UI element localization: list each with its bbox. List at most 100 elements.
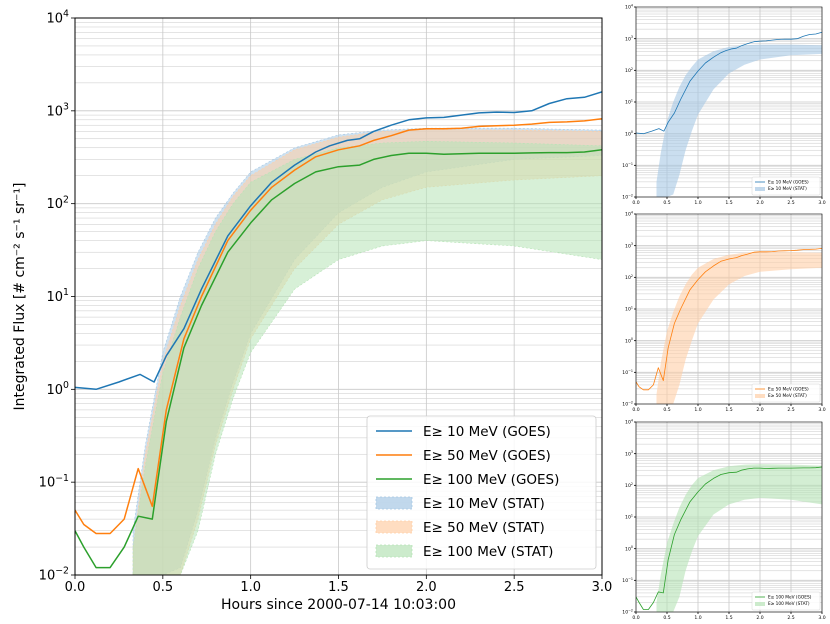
y-tick-base: 10	[625, 100, 631, 106]
x-tick-label: 3.0	[818, 200, 825, 206]
x-tick-label: 0.5	[663, 407, 670, 413]
x-tick-label: 0.5	[663, 615, 670, 621]
x-tick-label: 0.0	[632, 407, 639, 413]
y-tick-exponent: 1	[63, 287, 69, 298]
legend-swatch-stat10	[375, 496, 413, 510]
x-tick-label: 2.5	[787, 200, 794, 206]
y-tick-label: 101	[47, 287, 70, 305]
y-tick-exponent: 4	[631, 211, 633, 215]
y-tick-label: 100	[625, 337, 633, 344]
small-chart-50: 0.0 0.5 1.0 1.5 2.0 2.5 3.010−210−110010110210…	[622, 211, 825, 413]
y-tick-base: 10	[625, 307, 631, 313]
small-chart-10: 0.0 0.5 1.0 1.5 2.0 2.5 3.010−210−110010110210…	[622, 4, 825, 206]
x-tick-label: 2.5	[504, 580, 525, 595]
band-stat-10-small	[656, 44, 822, 197]
legend-box-small	[751, 591, 821, 611]
y-tick-label: 10−2	[622, 194, 633, 201]
y-tick-label: 10−1	[622, 369, 633, 376]
x-tick-label: 1.5	[725, 615, 732, 621]
y-tick-label: 103	[625, 242, 633, 249]
y-tick-label: 101	[625, 306, 633, 313]
y-tick-exponent: 3	[63, 102, 69, 113]
x-tick-label: 2.5	[787, 407, 794, 413]
line-goes-10-small	[636, 31, 822, 135]
y-tick-label: 101	[625, 514, 633, 521]
y-tick-exponent: −1	[628, 369, 633, 373]
y-tick-exponent: −2	[628, 401, 633, 405]
x-tick-label: 2.0	[756, 200, 763, 206]
y-tick-exponent: 0	[631, 337, 633, 341]
y-tick-label: 104	[625, 4, 633, 11]
y-tick-label: 100	[625, 130, 633, 137]
y-tick-label: 104	[625, 211, 633, 218]
y-tick-base: 10	[625, 451, 631, 457]
legend-label-small: E≥ 10 MeV (STAT)	[768, 186, 807, 192]
line-goes-50	[75, 118, 602, 535]
x-tick-label: 0.0	[632, 615, 639, 621]
y-tick-base: 10	[622, 402, 628, 408]
legend-label-small: E≥ 100 MeV (STAT)	[768, 601, 810, 607]
grid	[635, 422, 823, 613]
small-chart-100: 0.0 0.5 1.0 1.5 2.0 2.5 3.010−210−110010110210…	[622, 419, 825, 621]
y-tick-label: 102	[47, 194, 70, 212]
x-tick-label: 0.0	[65, 580, 86, 595]
legend-label: E≥ 10 MeV (STAT)	[423, 496, 545, 512]
y-tick-label: 103	[625, 35, 633, 42]
x-tick-label: 3.0	[818, 407, 825, 413]
y-tick-exponent: 2	[631, 482, 633, 486]
legend-box	[366, 415, 597, 570]
x-tick-label: 1.0	[694, 615, 701, 621]
x-tick-label: 1.5	[725, 407, 732, 413]
y-tick-base: 10	[625, 420, 631, 426]
y-tick-label: 102	[625, 274, 633, 281]
x-tick-label: 1.5	[328, 580, 349, 595]
y-tick-exponent: 3	[631, 242, 633, 246]
y-tick-base: 10	[47, 383, 64, 398]
line-goes-100	[75, 149, 602, 569]
y-tick-exponent: 2	[631, 67, 633, 71]
y-tick-label: 100	[625, 545, 633, 552]
x-tick-label: 3.0	[818, 615, 825, 621]
y-tick-exponent: −1	[628, 162, 633, 166]
y-tick-exponent: 4	[631, 4, 633, 8]
y-tick-base: 10	[625, 36, 631, 42]
x-tick-label: 1.5	[725, 200, 732, 206]
y-tick-label: 101	[625, 99, 633, 106]
y-tick-base: 10	[625, 275, 631, 281]
line-goes-50-small	[636, 248, 822, 391]
y-tick-label: 104	[47, 9, 70, 27]
legend-swatch-stat100-small	[755, 602, 765, 606]
y-tick-exponent: 4	[631, 419, 633, 423]
x-tick-label: 0.0	[632, 200, 639, 206]
y-tick-base: 10	[625, 68, 631, 74]
legend-box-small	[751, 176, 821, 196]
line-goes-10	[75, 91, 602, 391]
y-tick-exponent: 3	[631, 450, 633, 454]
x-tick-label: 1.0	[240, 580, 261, 595]
y-tick-base: 10	[622, 163, 628, 169]
y-tick-label: 104	[625, 419, 633, 426]
y-tick-exponent: −1	[55, 473, 69, 484]
y-tick-label: 10−1	[39, 473, 69, 491]
x-tick-label: 2.0	[416, 580, 437, 595]
legend-label: E≥ 50 MeV (STAT)	[423, 520, 545, 536]
y-tick-base: 10	[47, 12, 64, 27]
legend-label-small: E≥ 50 MeV (GOES)	[768, 387, 809, 393]
y-tick-base: 10	[625, 212, 631, 218]
legend-swatch-stat50-small	[755, 394, 765, 398]
grid	[635, 7, 823, 198]
y-tick-label: 102	[625, 67, 633, 74]
band-stat-100	[132, 140, 602, 575]
y-tick-label: 10−2	[622, 401, 633, 408]
legend-swatch-stat10-small	[755, 187, 765, 191]
legend-box-small	[751, 383, 821, 403]
y-tick-exponent: 4	[63, 9, 69, 20]
y-tick-exponent: 3	[631, 35, 633, 39]
x-tick-label: 0.5	[663, 200, 670, 206]
y-tick-base: 10	[622, 195, 628, 201]
y-tick-label: 103	[625, 450, 633, 457]
x-tick-label: 1.0	[694, 407, 701, 413]
y-tick-exponent: −1	[628, 577, 633, 581]
x-tick-label: 3.0	[592, 580, 613, 595]
